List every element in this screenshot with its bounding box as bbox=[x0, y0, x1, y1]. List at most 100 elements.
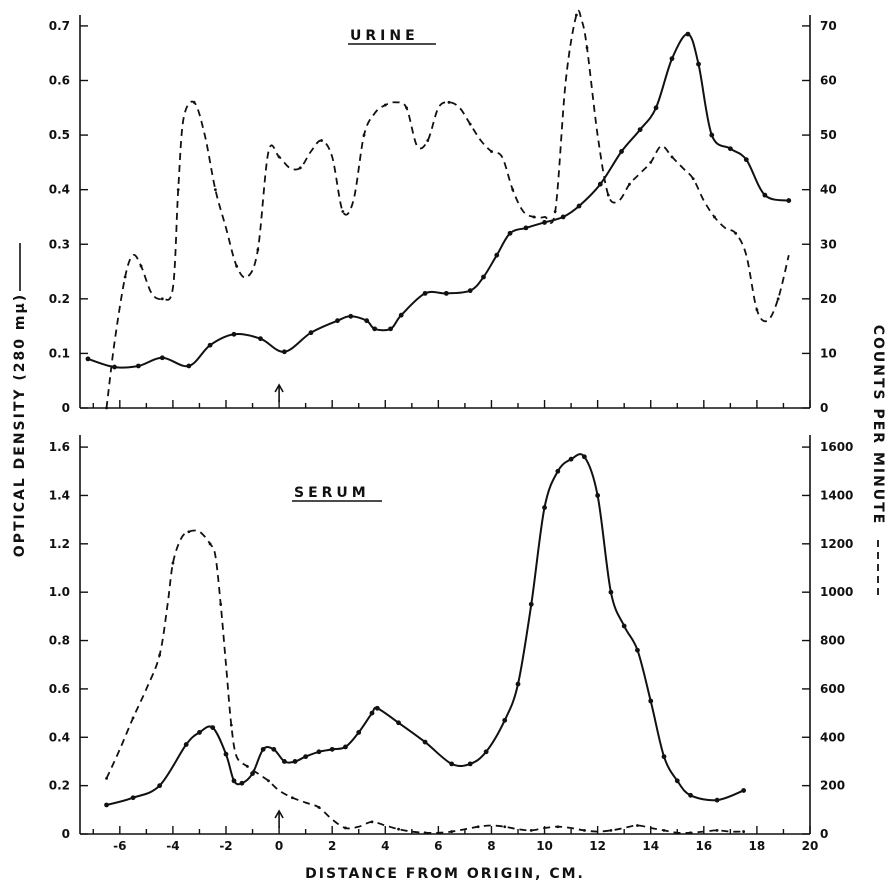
serum-optical-density-point bbox=[648, 698, 654, 704]
urine-optical-density-point bbox=[576, 203, 582, 209]
serum-counts-point bbox=[423, 831, 427, 835]
serum-counts-point bbox=[229, 723, 233, 727]
urine-counts-point bbox=[713, 215, 716, 219]
serum-optical-density-point bbox=[250, 771, 255, 776]
serum-counts-point bbox=[317, 806, 321, 809]
serum-optical-density-point bbox=[621, 623, 627, 629]
serum-optical-density-point bbox=[303, 754, 309, 760]
serum-optical-density-point bbox=[422, 739, 428, 745]
urine-counts-line bbox=[105, 9, 790, 409]
x-tick-label: 2 bbox=[328, 839, 336, 853]
urine-left-tick-label: 0.4 bbox=[49, 183, 70, 197]
urine-optical-density-point bbox=[422, 290, 428, 296]
serum-optical-density-point bbox=[316, 749, 322, 755]
serum-right-tick-label: 1400 bbox=[820, 488, 853, 502]
urine-optical-density-point bbox=[494, 252, 500, 258]
urine-optical-density-point bbox=[85, 356, 91, 362]
urine-optical-density-point bbox=[542, 220, 547, 225]
serum-curves bbox=[104, 453, 747, 835]
urine-curves bbox=[85, 9, 792, 410]
urine-optical-density-point bbox=[372, 326, 378, 332]
urine-optical-density-point bbox=[282, 349, 287, 355]
serum-origin-arrow-head bbox=[274, 809, 284, 819]
urine-counts-point bbox=[256, 248, 260, 252]
serum-counts-point bbox=[742, 830, 746, 833]
urine-counts-point bbox=[606, 193, 610, 197]
serum-counts-point bbox=[636, 824, 639, 827]
urine-optical-density-point bbox=[308, 330, 314, 336]
serum-left-tick-label: 1.4 bbox=[49, 488, 70, 502]
urine-optical-density-point bbox=[348, 313, 354, 319]
serum-optical-density-point bbox=[483, 749, 489, 755]
serum-optical-density-point bbox=[688, 792, 693, 798]
urine-right-tick-label: 30 bbox=[820, 237, 837, 251]
urine-counts-point bbox=[447, 100, 451, 104]
urine-optical-density-point bbox=[619, 149, 624, 154]
urine-optical-density-point bbox=[186, 363, 192, 369]
serum-optical-density-point bbox=[374, 705, 380, 711]
urine-counts-point bbox=[383, 103, 387, 107]
serum-counts-point bbox=[609, 828, 613, 832]
serum-panel: SERUM 00.20.40.60.81.01.21.41.6020040060… bbox=[49, 435, 853, 853]
serum-optical-density-point bbox=[104, 802, 109, 808]
serum-optical-density-point bbox=[157, 783, 163, 789]
serum-optical-density-point bbox=[260, 746, 266, 752]
urine-counts-point bbox=[426, 139, 430, 142]
right-y-axis-label: COUNTS PER MINUTE bbox=[870, 325, 886, 526]
serum-optical-density-point bbox=[231, 778, 237, 784]
urine-panel: URINE 0 0.1 0.2 0.3 0.4 0.5 0.6 0.7 0 10 20 30 40 50 6… bbox=[49, 9, 837, 415]
serum-optical-density-point bbox=[292, 759, 298, 764]
urine-origin-arrow-head bbox=[274, 383, 284, 393]
serum-optical-density-point bbox=[608, 589, 614, 595]
serum-counts-point bbox=[208, 542, 212, 546]
serum-right-tick-label: 0 bbox=[820, 827, 828, 841]
left-y-axis-label: OPTICAL DENSITY (280 mμ) bbox=[12, 293, 28, 557]
urine-optical-density-point bbox=[388, 326, 393, 332]
urine-right-tick-label: 0 bbox=[820, 401, 828, 415]
serum-counts-point bbox=[267, 779, 270, 783]
serum-left-tick-label: 0.4 bbox=[49, 730, 70, 744]
urine-optical-density-point bbox=[507, 230, 513, 236]
urine-counts-point bbox=[691, 177, 695, 181]
urine-counts-point bbox=[468, 122, 472, 126]
serum-optical-density-point bbox=[223, 751, 229, 757]
serum-left-tick-label: 0.6 bbox=[49, 682, 70, 696]
serum-counts-point bbox=[290, 796, 294, 800]
serum-optical-density-point bbox=[282, 759, 287, 764]
urine-optical-density-point bbox=[762, 192, 768, 198]
urine-counts-point bbox=[298, 166, 302, 170]
serum-counts-point bbox=[450, 830, 454, 833]
x-tick-label: 18 bbox=[749, 839, 766, 853]
urine-counts-point bbox=[511, 188, 515, 192]
serum-right-tick-label: 1200 bbox=[820, 537, 853, 551]
urine-counts-point bbox=[176, 188, 180, 192]
serum-counts-point bbox=[582, 828, 586, 832]
urine-counts-point bbox=[123, 275, 127, 279]
serum-counts-point bbox=[219, 602, 223, 606]
urine-ticks: 0 0.1 0.2 0.3 0.4 0.5 0.6 0.7 0 10 20 30 40 50 60 70 bbox=[49, 19, 837, 415]
serum-counts-point bbox=[503, 825, 507, 829]
urine-counts-point bbox=[776, 297, 780, 301]
urine-counts-point bbox=[213, 188, 217, 192]
urine-panel-title: URINE bbox=[350, 28, 419, 44]
serum-right-tick-label: 800 bbox=[820, 634, 845, 648]
serum-counts-point bbox=[556, 825, 560, 829]
urine-optical-density-point bbox=[481, 274, 486, 280]
urine-optical-density-point bbox=[685, 31, 691, 37]
urine-counts-point bbox=[362, 133, 366, 137]
urine-optical-density-point bbox=[786, 198, 792, 203]
x-tick-label: 8 bbox=[487, 839, 495, 853]
serum-counts-point bbox=[370, 820, 374, 824]
serum-counts-point bbox=[529, 828, 533, 832]
urine-right-tick-label: 60 bbox=[820, 74, 837, 88]
urine-optical-density-point bbox=[112, 364, 117, 370]
x-tick-label: 14 bbox=[642, 839, 659, 853]
serum-optical-density-point bbox=[467, 761, 473, 767]
urine-counts-point bbox=[192, 100, 196, 104]
serum-right-tick-label: 400 bbox=[820, 730, 845, 744]
serum-left-tick-label: 1.0 bbox=[49, 585, 70, 599]
serum-optical-density-point bbox=[528, 601, 534, 607]
urine-optical-density-point bbox=[653, 105, 659, 111]
x-tick-label: -2 bbox=[219, 839, 232, 853]
serum-right-tick-label: 200 bbox=[820, 779, 845, 793]
